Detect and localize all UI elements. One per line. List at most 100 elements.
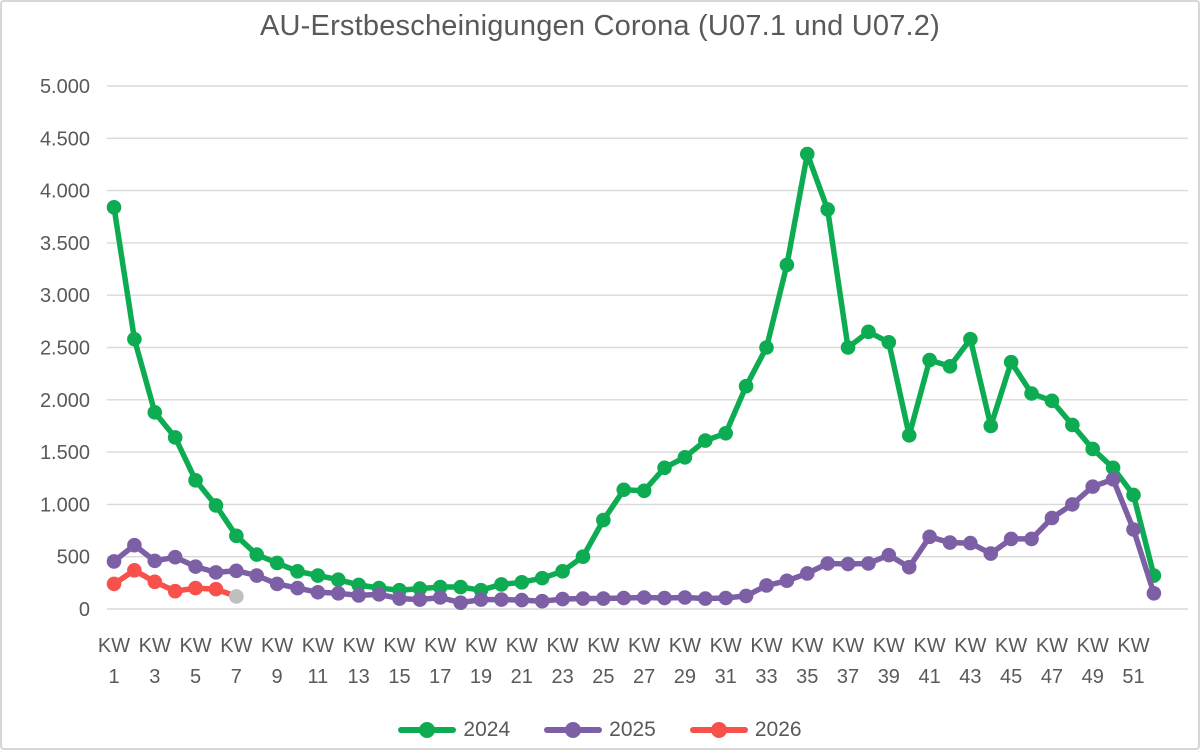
x-axis-label-week: 43: [959, 666, 981, 688]
marker-2025: [677, 590, 693, 605]
marker-2024: [188, 473, 203, 488]
marker-2024: [922, 352, 937, 368]
y-axis-label: 3.000: [40, 285, 90, 307]
x-axis-label-week: 33: [755, 666, 777, 688]
x-axis-label-prefix: KW: [98, 635, 130, 657]
x-axis-label-week: 9: [272, 666, 283, 688]
marker-2024: [249, 547, 265, 562]
x-axis-label-prefix: KW: [546, 635, 578, 657]
marker-2025: [881, 547, 897, 563]
marker-2025: [555, 591, 570, 607]
marker-2025: [127, 537, 142, 553]
marker-2025: [392, 591, 407, 606]
marker-2025: [616, 590, 632, 606]
line-chart: 0 500 1.000 1.500 2.000 2.500 3.000 3.500 4.000 4…: [40, 76, 1188, 688]
marker-2025: [575, 591, 591, 606]
x-axis-label-week: 21: [511, 666, 533, 688]
marker-2025: [1126, 522, 1141, 537]
x-axis-label-prefix: KW: [587, 635, 619, 657]
marker-2026: [127, 562, 142, 578]
x-axis-label-week: 37: [837, 666, 859, 688]
legend-dot-icon: [565, 722, 582, 738]
x-axis-label-week: 3: [149, 666, 160, 688]
marker-provisional-2026: [229, 589, 244, 604]
x-axis-label-prefix: KW: [261, 635, 293, 657]
x-axis-label-week: 29: [674, 666, 696, 688]
marker-2024: [494, 577, 509, 592]
marker-2025: [718, 590, 733, 606]
legend-item-2024: 2024: [398, 718, 510, 742]
marker-2024: [677, 450, 693, 465]
x-axis-label-prefix: KW: [628, 635, 660, 657]
chart-title: AU-Erstbescheinigungen Corona (U07.1 und…: [259, 10, 940, 42]
marker-2026: [147, 574, 163, 590]
marker-2024: [596, 512, 611, 528]
marker-2024: [310, 568, 326, 583]
marker-2025: [432, 590, 448, 605]
marker-2025: [738, 588, 754, 604]
marker-2025: [310, 584, 326, 600]
x-axis-label-prefix: KW: [139, 635, 171, 657]
x-axis-label-prefix: KW: [179, 635, 211, 657]
marker-2024: [453, 579, 468, 595]
marker-2025: [636, 590, 652, 605]
marker-2024: [1044, 393, 1060, 409]
marker-2025: [269, 576, 285, 592]
marker-2024: [412, 581, 428, 596]
y-axis-label: 0: [79, 599, 90, 621]
x-axis-label-week: 51: [1122, 666, 1144, 688]
marker-2024: [290, 564, 305, 579]
marker-2026: [106, 576, 122, 592]
marker-2024: [840, 340, 856, 355]
x-axis-label-week: 13: [348, 666, 370, 688]
marker-2024: [616, 482, 632, 498]
x-axis-label-week: 39: [878, 666, 900, 688]
x-axis-label-week: 17: [429, 666, 451, 688]
x-axis-label-week: 45: [1000, 666, 1022, 688]
marker-2024: [759, 340, 774, 355]
y-axis-label: 2.500: [40, 338, 90, 360]
x-axis-label-prefix: KW: [832, 635, 864, 657]
marker-2025: [1044, 510, 1060, 526]
marker-2024: [779, 257, 795, 273]
marker-2025: [1105, 471, 1121, 487]
marker-2025: [371, 587, 387, 602]
legend-label-2026: 2026: [754, 718, 802, 741]
marker-2025: [861, 556, 876, 571]
marker-2025: [188, 559, 203, 574]
marker-2025: [942, 535, 958, 550]
x-axis-label-prefix: KW: [873, 635, 905, 657]
x-axis-label-week: 15: [388, 666, 410, 688]
marker-2025: [106, 554, 122, 569]
legend-label-2025: 2025: [609, 718, 656, 741]
x-axis-label-prefix: KW: [791, 635, 823, 657]
marker-2025: [1024, 531, 1039, 547]
x-axis-label-week: 47: [1041, 666, 1063, 688]
y-axis-label: 3.500: [40, 233, 90, 255]
marker-2025: [799, 566, 815, 581]
x-axis-label-prefix: KW: [1117, 635, 1149, 657]
marker-2025: [351, 588, 366, 603]
marker-2025: [453, 595, 468, 611]
x-axis-label-prefix: KW: [383, 635, 415, 657]
marker-2026: [188, 580, 203, 596]
marker-2025: [657, 590, 672, 606]
marker-2024: [901, 428, 917, 443]
marker-2024: [575, 549, 591, 564]
marker-2024: [1003, 354, 1019, 370]
marker-2025: [820, 556, 835, 571]
y-axis-label: 4.000: [40, 181, 90, 203]
x-axis-label-prefix: KW: [710, 635, 742, 657]
x-axis-label-week: 5: [190, 666, 201, 688]
x-axis-label-week: 41: [918, 666, 940, 688]
marker-2024: [1126, 487, 1141, 503]
x-axis-label-prefix: KW: [669, 635, 701, 657]
marker-2024: [820, 202, 835, 217]
x-axis-label-week: 25: [592, 666, 614, 688]
marker-2024: [1085, 441, 1101, 457]
x-axis-label-prefix: KW: [343, 635, 375, 657]
y-axis-label: 4.500: [40, 128, 90, 150]
marker-2025: [473, 592, 489, 607]
marker-2025: [759, 578, 774, 593]
